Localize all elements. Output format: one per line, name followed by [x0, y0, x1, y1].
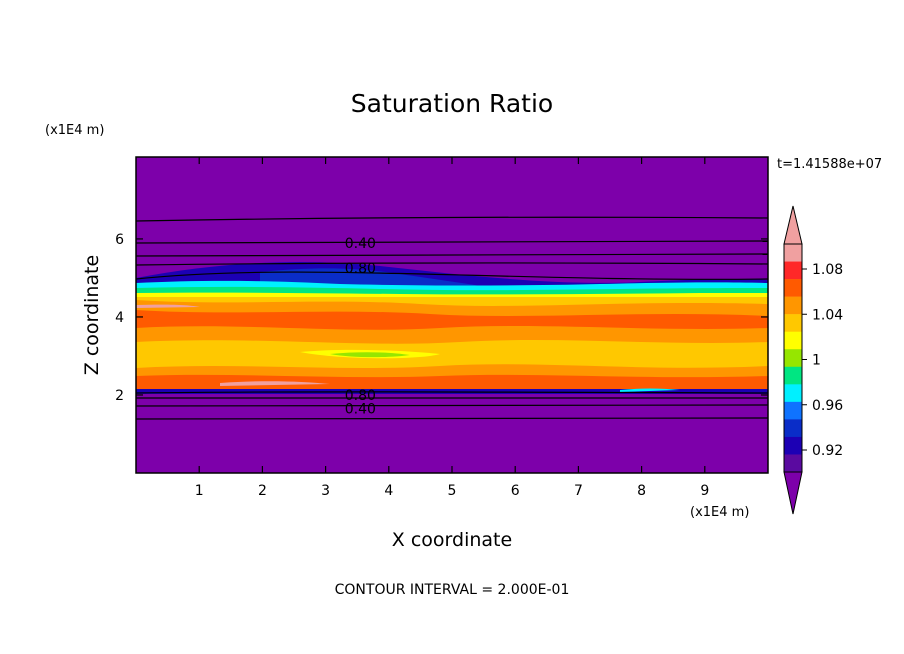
- chart-title: Saturation Ratio: [351, 89, 553, 118]
- band-red-lower: [136, 374, 768, 390]
- y-tick-label: 4: [115, 310, 124, 326]
- x-tick-label: 5: [448, 483, 457, 499]
- x-tick-label: 3: [321, 483, 330, 499]
- y-tick-label: 2: [115, 388, 124, 404]
- contour-labels: 0.400.800.800.40: [345, 236, 376, 418]
- x-tick-label: 6: [511, 483, 520, 499]
- colorbar-swatch: [784, 331, 802, 350]
- x-tick-label: 9: [700, 483, 709, 499]
- band-green-mid: [330, 352, 410, 358]
- colorbar-swatch: [784, 314, 802, 332]
- contour-label: 0.80: [345, 388, 376, 404]
- x-tick-label: 1: [195, 483, 204, 499]
- colorbar-swatch: [784, 296, 802, 315]
- time-label: t=1.41588e+07: [777, 157, 882, 172]
- colorbar-swatch: [784, 436, 802, 455]
- x-axis-ticks: 1 2 3 4 5 6 7 8 9: [195, 157, 709, 499]
- band-cyan-lower: [620, 388, 680, 392]
- band-pink-lower: [220, 381, 330, 386]
- contour-interval-footer: CONTOUR INTERVAL = 2.000E-01: [335, 582, 570, 598]
- y-axis-ticks: 2 4 6: [115, 232, 768, 404]
- colorbar-label: 0.96: [812, 398, 843, 414]
- colorbar-label: 0.92: [812, 443, 843, 459]
- x-tick-label: 2: [258, 483, 267, 499]
- band-red-upper: [136, 310, 768, 330]
- colorbar-over-arrow: [783, 205, 803, 245]
- colorbar-under-arrow: [783, 471, 803, 515]
- colorbar-frame: [783, 243, 803, 473]
- contour-label: 0.80: [345, 261, 376, 277]
- colorbar-swatch: [784, 384, 802, 403]
- colorbar-swatch: [784, 419, 802, 438]
- colorbar-swatch: [784, 454, 802, 473]
- x-axis-title: X coordinate: [392, 529, 512, 551]
- y-tick-label: 6: [115, 232, 124, 248]
- band-pink-upper: [136, 304, 200, 308]
- x-tick-label: 8: [637, 483, 646, 499]
- colorbar-swatch: [784, 366, 802, 385]
- colorbar-swatch: [784, 349, 802, 368]
- x-unit-label: (x1E4 m): [690, 505, 749, 520]
- colorbar-swatch: [784, 261, 802, 280]
- colorbar-label: 1: [812, 353, 821, 369]
- contour-label: 0.40: [345, 236, 376, 252]
- colorbar: 1.08 1.04 1 0.96 0.92: [783, 205, 843, 515]
- colorbar-swatch: [784, 401, 802, 420]
- contour-label: 0.40: [345, 402, 376, 418]
- colorbar-label: 1.04: [812, 307, 843, 323]
- colorbar-swatch: [784, 279, 802, 297]
- x-tick-label: 4: [384, 483, 393, 499]
- colorbar-label: 1.08: [812, 262, 843, 278]
- colorbar-swatch: [784, 244, 802, 262]
- y-axis-title: Z coordinate: [81, 255, 103, 375]
- contour-fill: 0.400.800.800.40: [136, 157, 768, 473]
- x-tick-label: 7: [574, 483, 583, 499]
- y-unit-label: (x1E4 m): [45, 123, 104, 138]
